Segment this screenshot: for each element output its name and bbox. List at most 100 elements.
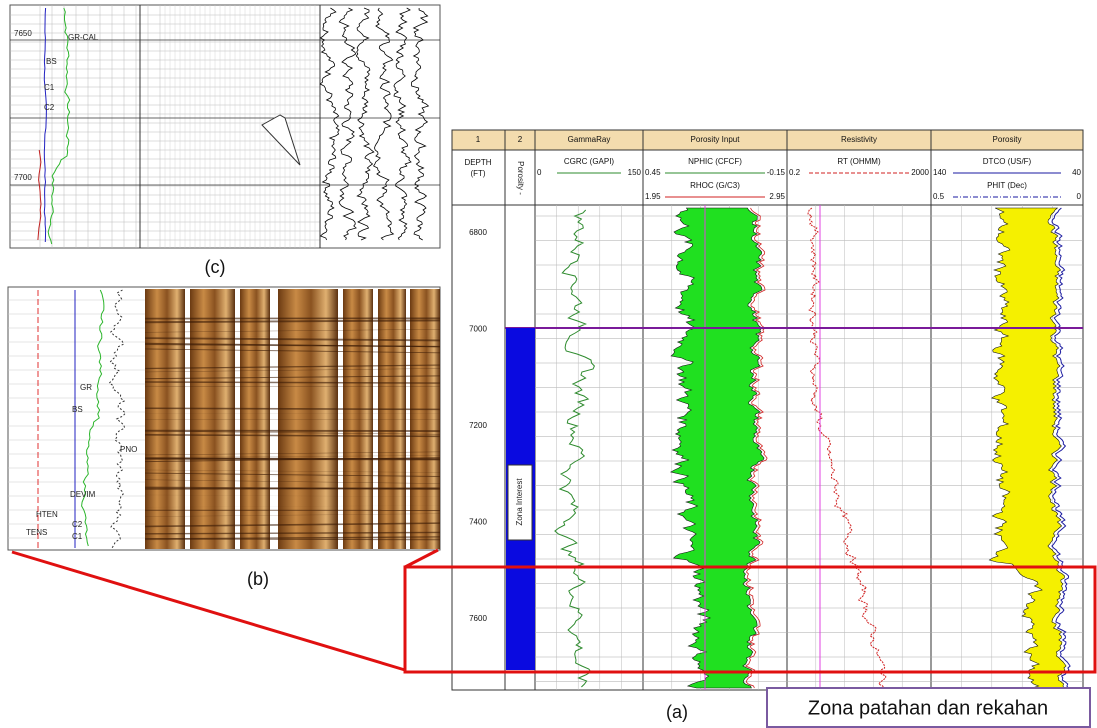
image-strip [378, 289, 406, 549]
track-name: GammaRay [568, 135, 611, 144]
scale-min: 0 [537, 168, 542, 177]
track2-header: Porosity - [516, 161, 525, 195]
panel-a-frame [451, 129, 1084, 691]
bedding [144, 475, 441, 478]
bedding [144, 472, 441, 477]
bedding [144, 337, 441, 342]
track-name: Porosity [993, 135, 1022, 144]
bedding [144, 343, 441, 348]
curve-name: RHOC (G/C3) [690, 181, 740, 190]
scale-min: 0.2 [789, 168, 801, 177]
bedding [144, 522, 441, 528]
scale-max: 0 [1077, 192, 1082, 201]
image-strip [410, 289, 440, 549]
track-name: Porosity Input [691, 135, 741, 144]
curve-label: BS [46, 57, 57, 66]
panel-label: (c) [205, 257, 226, 277]
bedding [144, 494, 441, 497]
bedding [144, 455, 441, 458]
bedding [144, 375, 441, 380]
curve-label: BS [72, 405, 83, 414]
bedding [144, 451, 441, 456]
trace [373, 7, 395, 241]
bedding [144, 531, 441, 535]
callout: Zona patahan dan rekahan [808, 697, 1048, 719]
curve-name: DTCO (US/F) [983, 157, 1032, 166]
curve-name: PHIT (Dec) [987, 181, 1027, 190]
trace [319, 7, 340, 241]
bedding [144, 368, 441, 373]
bedding [144, 329, 441, 333]
curve-label: DEVIM [70, 490, 96, 499]
image-strip [240, 289, 270, 549]
depth-label: 6800 [469, 228, 487, 237]
panel-label: (a) [666, 702, 688, 722]
image-strip [278, 289, 338, 549]
curve [37, 149, 42, 241]
scale-min: 0.5 [933, 192, 945, 201]
scale-max: 2000 [911, 168, 929, 177]
curve-label: C2 [44, 103, 55, 112]
bedding [144, 407, 441, 411]
curve-name: NPHIC (CFCF) [688, 157, 742, 166]
depth-label: 7000 [469, 325, 487, 334]
curve [108, 289, 127, 549]
track-header-row [451, 129, 1084, 151]
scale-min: 1.95 [645, 192, 661, 201]
bedding [144, 364, 441, 370]
trace [355, 7, 375, 241]
scale-max: -0.15 [767, 168, 786, 177]
fault-zone [403, 565, 1097, 674]
bedding [144, 319, 441, 324]
depth-label: 7700 [14, 173, 32, 182]
curve-label: GR [80, 383, 92, 392]
track-name: Resistivity [841, 135, 877, 144]
curve [81, 289, 105, 547]
depth-header: (FT) [470, 169, 485, 178]
zone-label: Zona Interest [515, 478, 524, 526]
rose [261, 114, 301, 166]
bedding [144, 348, 441, 354]
bedding [144, 336, 441, 338]
curve-label: HTEN [36, 510, 58, 519]
depth-header: DEPTH [464, 158, 491, 167]
curve [43, 7, 47, 243]
curve-label: C1 [44, 83, 55, 92]
depth-label: 7650 [14, 29, 32, 38]
curve-label: GR-CAL [68, 33, 99, 42]
zone-label-box [507, 464, 533, 541]
curve-label: C1 [72, 532, 83, 541]
curve [554, 209, 595, 688]
bedding [144, 469, 441, 473]
bedding [144, 513, 441, 517]
track-number: 2 [518, 135, 523, 144]
curve-label: TENS [26, 528, 47, 537]
bedding [144, 538, 441, 541]
image-strip [343, 289, 373, 549]
depth-label: 7600 [469, 614, 487, 623]
callout-box [766, 687, 1091, 728]
image-strip [190, 289, 235, 549]
depth-label: 7200 [469, 421, 487, 430]
bedding [144, 430, 441, 435]
trace [338, 7, 357, 241]
bedding [144, 487, 441, 490]
scale-max: 40 [1072, 168, 1081, 177]
trace [393, 7, 412, 241]
scale-min: 140 [933, 168, 947, 177]
curve-name: RT (OHMM) [837, 157, 881, 166]
bedding [144, 457, 441, 461]
scale-min: 0.45 [645, 168, 661, 177]
depth-label: 7400 [469, 518, 487, 527]
bedding [144, 479, 441, 484]
curve [47, 7, 71, 245]
bedding [144, 385, 441, 387]
zoom-line [11, 550, 406, 672]
curve [1051, 207, 1071, 689]
track-number: 1 [476, 135, 481, 144]
curve-name: CGRC (GAPI) [564, 157, 615, 166]
curve [807, 207, 887, 689]
bedding [144, 505, 441, 508]
trace [410, 8, 430, 241]
